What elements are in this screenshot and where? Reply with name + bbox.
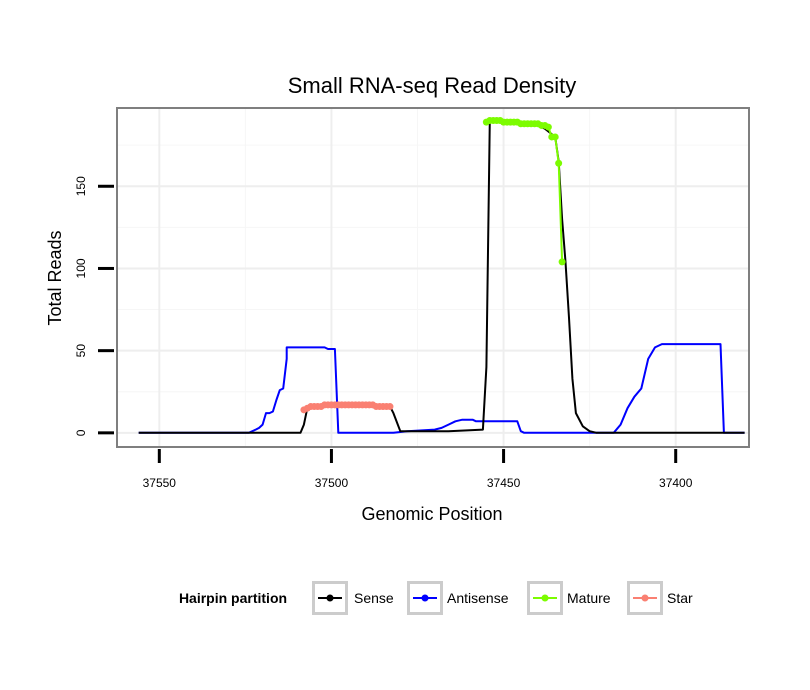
legend-key-point-antisense bbox=[421, 594, 429, 602]
y-axis: 0 50 100 150 bbox=[74, 176, 114, 436]
data-point-mature bbox=[558, 258, 566, 266]
plot-panel bbox=[116, 107, 750, 448]
data-series bbox=[138, 117, 745, 434]
data-point-star bbox=[386, 403, 394, 411]
chart-title: Small RNA-seq Read Density bbox=[288, 73, 577, 98]
x-axis-title: Genomic Position bbox=[361, 504, 502, 524]
legend-key-point-star bbox=[641, 594, 649, 602]
y-tick-label: 100 bbox=[74, 258, 88, 278]
legend-key-point-sense bbox=[326, 594, 334, 602]
data-point-mature bbox=[551, 133, 559, 141]
legend-label-star: Star bbox=[667, 590, 693, 606]
y-tick-label: 50 bbox=[74, 344, 88, 358]
y-tick-label: 0 bbox=[74, 429, 88, 436]
data-point-mature bbox=[544, 123, 552, 131]
series-line-antisense bbox=[138, 343, 745, 434]
legend-label-sense: Sense bbox=[354, 590, 394, 606]
y-axis-title: Total Reads bbox=[45, 230, 65, 325]
x-tick-label: 37500 bbox=[315, 476, 349, 490]
x-axis: 37550 37500 37450 37400 bbox=[143, 449, 693, 490]
x-tick-label: 37400 bbox=[659, 476, 693, 490]
legend-key-point-mature bbox=[541, 594, 549, 602]
x-tick-label: 37550 bbox=[143, 476, 177, 490]
legend-label-mature: Mature bbox=[567, 590, 611, 606]
y-tick-label: 150 bbox=[74, 176, 88, 196]
legend-label-antisense: Antisense bbox=[447, 590, 509, 606]
data-point-mature bbox=[555, 159, 563, 167]
legend: Hairpin partition Sense Antisense Mature St… bbox=[179, 581, 693, 615]
legend-title: Hairpin partition bbox=[179, 590, 287, 606]
x-tick-label: 37450 bbox=[487, 476, 521, 490]
